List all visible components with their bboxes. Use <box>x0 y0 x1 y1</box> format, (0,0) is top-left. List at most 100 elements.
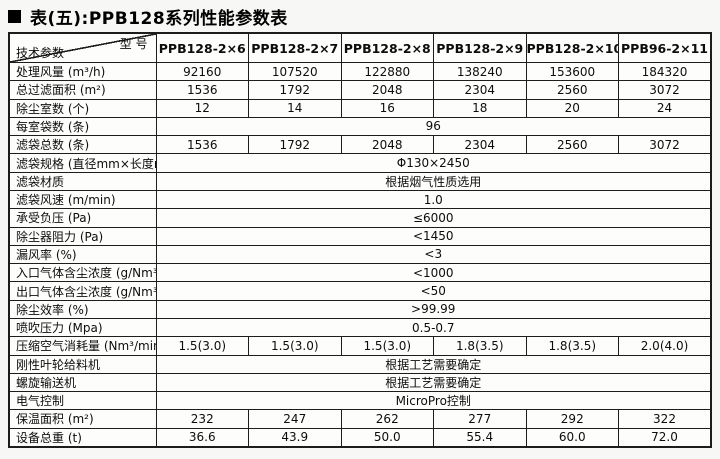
param-value: 138240 <box>433 61 527 82</box>
header-row: 型 号 技术参数 PPB128-2×6 PPB128-2×7 PPB128-2×… <box>8 32 712 63</box>
param-value: 153600 <box>525 61 619 82</box>
param-value: 2048 <box>340 80 434 100</box>
table-row: 处理风量 (m³/h) 92160 107520 122880 138240 1… <box>8 61 712 82</box>
param-value: 2560 <box>525 80 619 100</box>
table-row: 每室袋数 (条) 96 <box>8 116 712 137</box>
param-value-merged: <1000 <box>155 263 712 283</box>
param-label: 出口气体含尘浓度 (g/Nm³) <box>8 281 157 301</box>
param-label: 入口气体含尘浓度 (g/Nm³) <box>8 263 157 283</box>
table-row: 滤袋总数 (条) 1536 1792 2048 2304 2560 3072 <box>8 135 712 155</box>
column-header: PPB128-2×9 <box>433 32 527 63</box>
param-value: 43.9 <box>248 427 342 448</box>
param-value: 232 <box>155 409 249 429</box>
table-row: 刚性叶轮给料机 根据工艺需要确定 <box>8 354 712 374</box>
param-value: 12 <box>155 98 249 118</box>
table-row: 除尘器阻力 (Pa) <1450 <box>8 226 712 246</box>
table-row: 漏风率 (%) <3 <box>8 244 712 265</box>
square-bullet-icon <box>8 9 21 23</box>
param-value: 2048 <box>340 135 434 155</box>
param-label: 设备总重 (t) <box>8 427 157 448</box>
page-title-bar: 表(五):PPB128系列性能参数表 <box>8 4 288 29</box>
spec-table: 型 号 技术参数 PPB128-2×6 PPB128-2×7 PPB128-2×… <box>8 32 712 448</box>
param-label: 螺旋输送机 <box>8 372 157 393</box>
param-value: 1.5(3.0) <box>248 336 342 356</box>
param-value: 247 <box>248 409 342 429</box>
param-value: 184320 <box>618 61 712 82</box>
table-row: 喷吹压力 (Mpa) 0.5-0.7 <box>8 317 712 338</box>
param-value: 1536 <box>155 80 249 100</box>
column-header: PPB128-2×8 <box>340 32 434 63</box>
page-title: 表(五):PPB128系列性能参数表 <box>30 8 288 29</box>
param-label: 滤袋总数 (条) <box>8 135 157 155</box>
param-value: 1.8(3.5) <box>433 336 527 356</box>
param-label: 每室袋数 (条) <box>8 116 157 137</box>
param-label: 压缩空气消耗量 (Nm³/min) <box>8 336 157 356</box>
param-value-merged: MicroPro控制 <box>155 391 712 411</box>
param-label: 喷吹压力 (Mpa) <box>8 317 157 338</box>
table-row: 除尘室数 (个) 12 14 16 18 20 24 <box>8 98 712 118</box>
param-value: 72.0 <box>618 427 712 448</box>
param-value-merged: <3 <box>155 244 712 265</box>
param-value-merged: <1450 <box>155 226 712 246</box>
column-header: PPB128-2×10 <box>525 32 619 63</box>
param-label: 总过滤面积 (m²) <box>8 80 157 100</box>
table-row: 滤袋材质 根据烟气性质选用 <box>8 171 712 191</box>
param-value: 2560 <box>525 135 619 155</box>
param-value: 2304 <box>433 135 527 155</box>
param-value-merged: 根据烟气性质选用 <box>155 171 712 191</box>
param-value: 3072 <box>618 80 712 100</box>
param-value: 122880 <box>340 61 434 82</box>
param-value: 92160 <box>155 61 249 82</box>
param-value-merged: 根据工艺需要确定 <box>155 372 712 393</box>
param-value-merged: Φ130×2450 <box>155 153 712 173</box>
param-label: 滤袋风速 (m/min) <box>8 189 157 210</box>
param-value-merged: >99.99 <box>155 299 712 319</box>
table-row: 螺旋输送机 根据工艺需要确定 <box>8 372 712 393</box>
param-value: 20 <box>525 98 619 118</box>
param-value-merged: ≤6000 <box>155 208 712 228</box>
table-row: 出口气体含尘浓度 (g/Nm³) <50 <box>8 281 712 301</box>
param-label: 除尘器阻力 (Pa) <box>8 226 157 246</box>
table-row: 滤袋规格 (直径mm×长度mm) Φ130×2450 <box>8 153 712 173</box>
param-label: 处理风量 (m³/h) <box>8 61 157 82</box>
param-value: 107520 <box>248 61 342 82</box>
param-value: 277 <box>433 409 527 429</box>
param-label: 滤袋材质 <box>8 171 157 191</box>
param-value: 55.4 <box>433 427 527 448</box>
param-value: 292 <box>525 409 619 429</box>
param-value: 322 <box>618 409 712 429</box>
column-header: PPB128-2×6 <box>155 32 249 63</box>
param-value: 1792 <box>248 80 342 100</box>
param-value: 14 <box>248 98 342 118</box>
param-label: 漏风率 (%) <box>8 244 157 265</box>
table-row: 总过滤面积 (m²) 1536 1792 2048 2304 2560 3072 <box>8 80 712 100</box>
param-label: 除尘室数 (个) <box>8 98 157 118</box>
column-header: PPB128-2×7 <box>248 32 342 63</box>
table-corner-cell: 型 号 技术参数 <box>8 32 157 63</box>
param-label: 承受负压 (Pa) <box>8 208 157 228</box>
table-row: 压缩空气消耗量 (Nm³/min) 1.5(3.0) 1.5(3.0) 1.5(… <box>8 336 712 356</box>
table-row: 承受负压 (Pa) ≤6000 <box>8 208 712 228</box>
param-value-merged: 96 <box>155 116 712 137</box>
param-value: 1.5(3.0) <box>340 336 434 356</box>
table-row: 保温面积 (m²) 232 247 262 277 292 322 <box>8 409 712 429</box>
param-value-merged: <50 <box>155 281 712 301</box>
param-value: 36.6 <box>155 427 249 448</box>
param-label: 刚性叶轮给料机 <box>8 354 157 374</box>
param-value: 2.0(4.0) <box>618 336 712 356</box>
table-row: 设备总重 (t) 36.6 43.9 50.0 55.4 60.0 72.0 <box>8 427 712 448</box>
param-value: 60.0 <box>525 427 619 448</box>
corner-param-label: 技术参数 <box>16 46 65 60</box>
table-row: 除尘效率 (%) >99.99 <box>8 299 712 319</box>
param-value: 1.5(3.0) <box>155 336 249 356</box>
param-value: 2304 <box>433 80 527 100</box>
param-value: 3072 <box>618 135 712 155</box>
param-value: 262 <box>340 409 434 429</box>
param-label: 除尘效率 (%) <box>8 299 157 319</box>
param-label: 电气控制 <box>8 391 157 411</box>
param-value-merged: 根据工艺需要确定 <box>155 354 712 374</box>
param-value: 50.0 <box>340 427 434 448</box>
corner-model-label: 型 号 <box>119 37 148 51</box>
param-value-merged: 0.5-0.7 <box>155 317 712 338</box>
